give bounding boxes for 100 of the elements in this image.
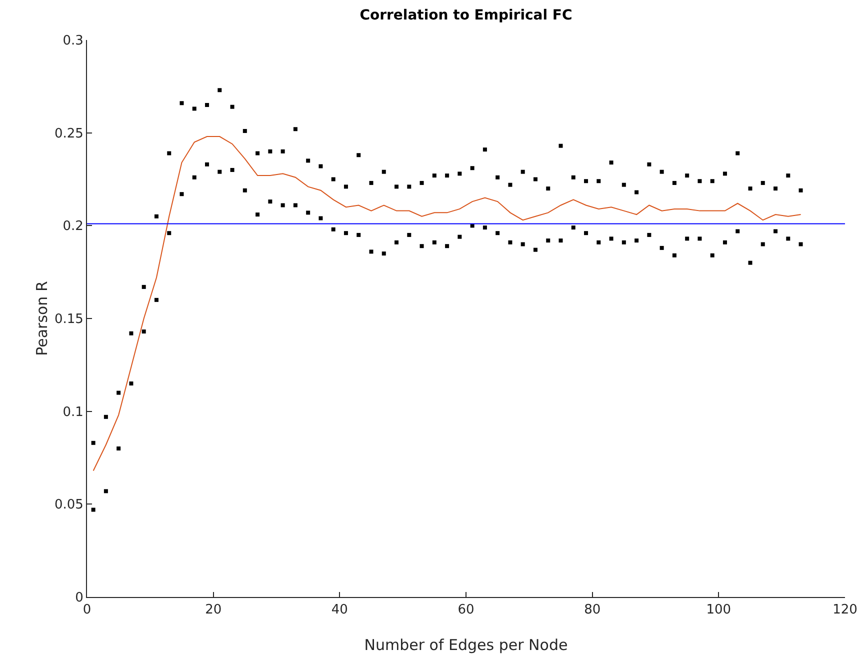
- x-axis-title: Number of Edges per Node: [364, 636, 568, 654]
- point: [698, 236, 702, 241]
- point: [672, 253, 676, 258]
- point: [482, 226, 487, 230]
- point: [344, 231, 348, 236]
- point: [470, 166, 474, 170]
- point: [458, 234, 462, 239]
- point: [786, 174, 790, 178]
- point: [142, 330, 146, 334]
- x-tick-label: 20: [205, 602, 222, 618]
- y-tick-label: 0.2: [62, 219, 84, 234]
- point: [520, 242, 525, 246]
- point: [558, 238, 563, 243]
- point: [256, 151, 260, 156]
- point: [116, 446, 121, 450]
- point: [331, 227, 336, 232]
- point: [104, 414, 108, 419]
- point: [786, 236, 790, 241]
- y-tick-label: 0.1: [62, 404, 84, 420]
- point: [482, 148, 487, 152]
- point: [596, 240, 601, 244]
- point: [698, 179, 702, 184]
- point: [432, 240, 436, 244]
- point: [192, 106, 196, 111]
- point: [533, 177, 538, 182]
- point: [230, 168, 234, 172]
- point: [218, 88, 222, 92]
- point: [91, 440, 96, 445]
- y-tick-label: 0.15: [54, 312, 84, 328]
- point: [584, 231, 588, 236]
- point: [571, 175, 576, 180]
- point: [129, 331, 134, 336]
- point: [722, 240, 727, 244]
- point: [318, 164, 323, 168]
- point: [496, 175, 500, 180]
- point: [256, 212, 260, 217]
- point: [306, 158, 310, 163]
- point: [293, 203, 298, 208]
- point: [748, 186, 752, 191]
- point: [622, 240, 626, 244]
- point: [760, 180, 765, 185]
- point: [167, 231, 172, 236]
- point: [407, 184, 412, 189]
- point: [546, 238, 550, 243]
- point: [192, 175, 196, 180]
- x-tick-label: 60: [458, 602, 474, 618]
- point: [116, 390, 121, 395]
- point: [180, 101, 184, 106]
- y-axis-title: Pearson R: [33, 281, 51, 356]
- point: [205, 102, 210, 107]
- point: [420, 244, 424, 248]
- point: [748, 260, 752, 265]
- point: [268, 200, 272, 204]
- point: [142, 284, 146, 289]
- point: [318, 216, 323, 220]
- point: [710, 253, 714, 258]
- x-tick-label: 40: [331, 602, 348, 618]
- point: [710, 179, 714, 184]
- y-tick-label: 0.05: [54, 498, 84, 513]
- point: [167, 151, 172, 156]
- point: [685, 236, 690, 241]
- point: [647, 162, 652, 166]
- point: [520, 170, 525, 174]
- point: [154, 214, 158, 218]
- point: [736, 229, 740, 234]
- point: [445, 244, 450, 248]
- point: [432, 174, 436, 178]
- point: [672, 180, 676, 185]
- point: [331, 177, 336, 182]
- point: [369, 250, 374, 254]
- point: [280, 203, 285, 208]
- point: [774, 229, 778, 234]
- point: [774, 186, 778, 191]
- point: [584, 179, 588, 184]
- point: [242, 128, 247, 133]
- point: [685, 174, 690, 178]
- point: [280, 149, 285, 154]
- point: [660, 246, 664, 250]
- point: [445, 174, 450, 178]
- point: [344, 184, 348, 189]
- point: [508, 240, 512, 244]
- chart-title: Correlation to Empirical FC: [360, 8, 572, 24]
- point: [609, 160, 614, 165]
- point: [104, 489, 108, 494]
- x-tick-label: 100: [706, 602, 732, 618]
- point: [634, 238, 639, 243]
- y-tick-label: 0: [75, 590, 84, 606]
- point: [546, 186, 550, 191]
- point: [218, 170, 222, 174]
- point: [634, 190, 639, 194]
- point: [356, 153, 361, 158]
- point: [293, 127, 298, 132]
- point: [571, 226, 576, 230]
- point: [129, 381, 134, 386]
- point: [242, 188, 247, 192]
- x-tick-label: 120: [832, 602, 858, 618]
- y-tick-label: 0.25: [54, 126, 84, 142]
- line-series: [92, 136, 802, 472]
- point: [660, 170, 664, 174]
- point: [647, 232, 652, 237]
